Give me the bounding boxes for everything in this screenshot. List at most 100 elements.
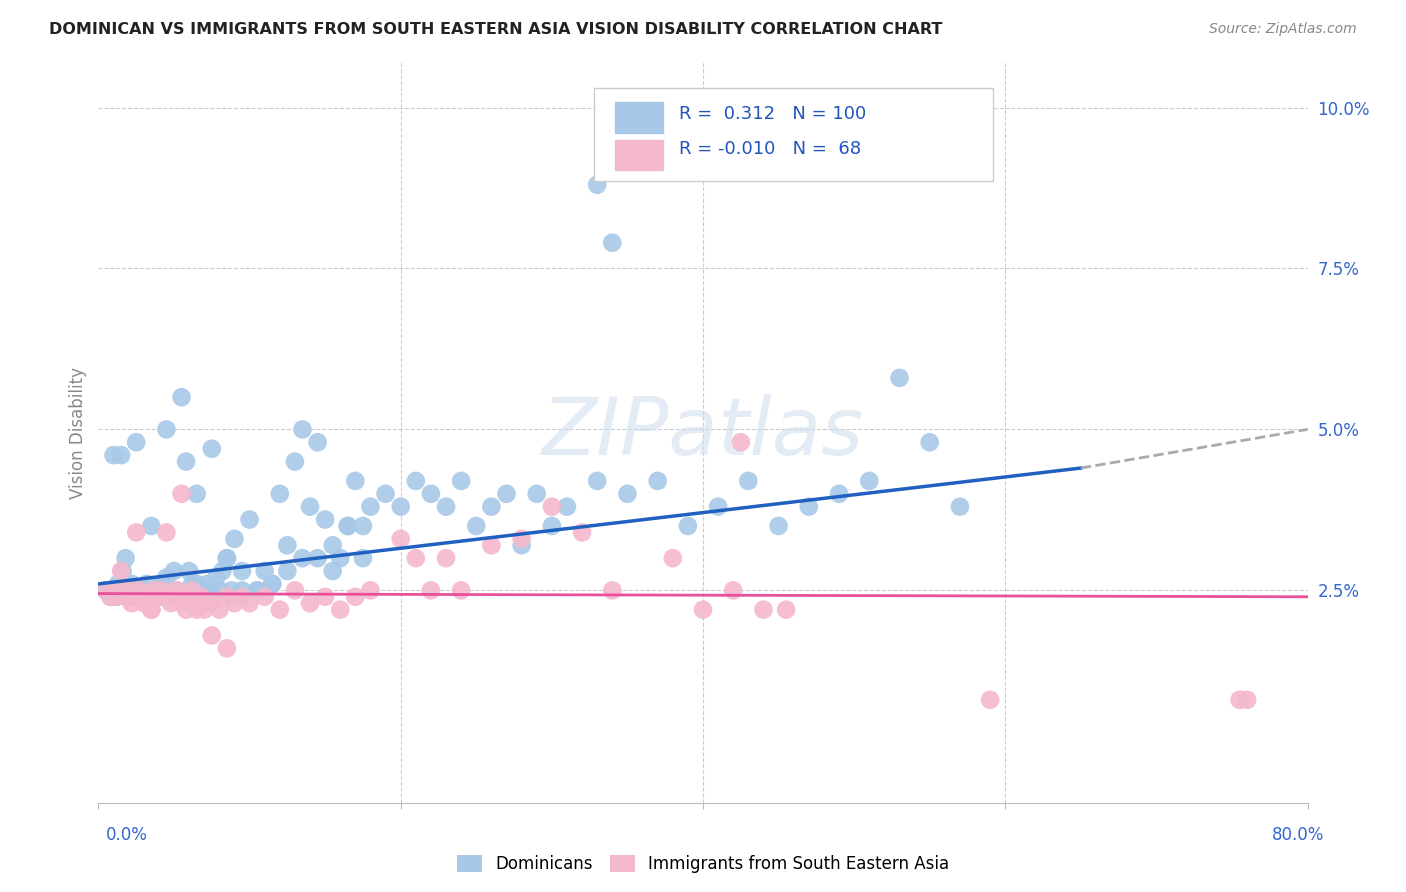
Point [571, 525, 593, 540]
Point [352, 519, 374, 533]
Point [389, 500, 412, 514]
Point [224, 596, 246, 610]
Point [246, 583, 269, 598]
Point [125, 590, 148, 604]
Point [114, 590, 136, 604]
Y-axis label: Vision Disability: Vision Disability [69, 367, 87, 499]
Point [540, 519, 562, 533]
Point [170, 487, 193, 501]
FancyBboxPatch shape [595, 88, 993, 181]
Point [284, 583, 307, 598]
Point [110, 583, 132, 598]
Point [141, 602, 163, 616]
Point [160, 596, 183, 610]
Text: DOMINICAN VS IMMIGRANTS FROM SOUTH EASTERN ASIA VISION DISABILITY CORRELATION CH: DOMINICAN VS IMMIGRANTS FROM SOUTH EASTE… [49, 22, 942, 37]
Point [132, 583, 155, 598]
Point [100, 590, 122, 604]
Point [170, 596, 193, 610]
Point [215, 551, 238, 566]
Point [143, 583, 166, 598]
Point [299, 500, 322, 514]
Point [262, 577, 284, 591]
Point [155, 422, 177, 436]
Point [186, 577, 208, 591]
Point [186, 596, 208, 610]
Point [166, 583, 188, 598]
Point [148, 590, 170, 604]
Point [201, 628, 224, 642]
Point [291, 422, 314, 436]
Point [224, 532, 246, 546]
Point [190, 590, 212, 604]
Point [465, 519, 488, 533]
Point [128, 590, 150, 604]
Point [211, 564, 233, 578]
Point [193, 590, 215, 604]
Point [103, 590, 125, 604]
Text: R =  0.312   N = 100: R = 0.312 N = 100 [679, 104, 866, 122]
Point [110, 448, 132, 462]
Point [374, 487, 396, 501]
Point [160, 590, 183, 604]
Point [336, 519, 359, 533]
Point [481, 538, 503, 552]
Point [125, 435, 148, 450]
Point [434, 551, 457, 566]
Point [797, 500, 820, 514]
Point [193, 602, 215, 616]
Point [586, 474, 609, 488]
Point [174, 454, 197, 468]
Point [828, 487, 851, 501]
Point [100, 590, 122, 604]
Point [195, 577, 218, 591]
Point [555, 500, 578, 514]
Point [262, 577, 284, 591]
Point [586, 178, 609, 192]
Point [118, 583, 141, 598]
Point [128, 583, 150, 598]
Point [179, 564, 201, 578]
Point [450, 474, 472, 488]
Point [314, 512, 336, 526]
Point [141, 590, 163, 604]
Point [253, 564, 276, 578]
Point [526, 487, 548, 501]
Point [291, 551, 314, 566]
Point [208, 583, 231, 598]
Point [94, 583, 117, 598]
Point [105, 590, 128, 604]
Point [150, 583, 173, 598]
Point [141, 602, 163, 616]
Point [344, 474, 367, 488]
Point [170, 390, 193, 404]
Point [181, 583, 204, 598]
Point [231, 590, 253, 604]
Point [730, 435, 752, 450]
Point [307, 551, 329, 566]
Point [110, 564, 132, 578]
Point [132, 596, 155, 610]
Point [231, 583, 253, 598]
Point [269, 602, 291, 616]
Point [201, 583, 224, 598]
Point [163, 564, 186, 578]
Point [322, 564, 344, 578]
Text: 0.0%: 0.0% [105, 826, 148, 844]
Point [329, 602, 352, 616]
Point [434, 500, 457, 514]
Point [775, 602, 797, 616]
Point [692, 602, 714, 616]
Point [360, 500, 382, 514]
Point [602, 583, 624, 598]
Point [110, 583, 132, 598]
Bar [614, 102, 664, 133]
Point [344, 590, 367, 604]
Point [155, 590, 177, 604]
Point [103, 448, 125, 462]
Point [118, 590, 141, 604]
Point [186, 487, 208, 501]
Point [389, 532, 412, 546]
Point [420, 487, 443, 501]
Point [94, 583, 117, 598]
Text: 80.0%: 80.0% [1272, 826, 1324, 844]
